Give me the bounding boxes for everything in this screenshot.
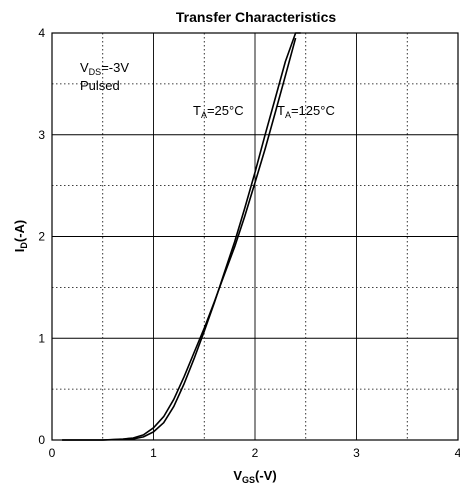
x-tick-label: 1 [150,446,157,460]
y-tick-label: 0 [38,433,45,447]
ta125-annotation: TA=125°C [277,103,335,120]
y-tick-label: 3 [38,128,45,142]
ta25-annotation: TA=25°C [193,103,244,120]
series-line-ta125 [62,37,297,441]
x-axis-label: VGS(-V) [233,468,276,485]
y-tick-label: 1 [38,331,45,345]
x-tick-label: 0 [49,446,56,460]
y-tick-label: 2 [38,230,45,244]
x-tick-label: 4 [455,446,460,460]
chart-title: Transfer Characteristics [176,9,337,25]
y-tick-label: 4 [38,26,45,40]
vds-annotation: VDS=-3V [80,60,129,77]
grid [52,33,458,440]
pulsed-annotation: Pulsed [80,78,120,93]
ticks: 0 1 2 3 4 0 1 2 3 4 [38,26,460,460]
y-axis-label: ID(-A) [12,220,29,253]
series-group [62,32,301,441]
plot-area-border [51,32,459,441]
x-tick-label: 3 [353,446,360,460]
x-tick-label: 2 [252,446,259,460]
